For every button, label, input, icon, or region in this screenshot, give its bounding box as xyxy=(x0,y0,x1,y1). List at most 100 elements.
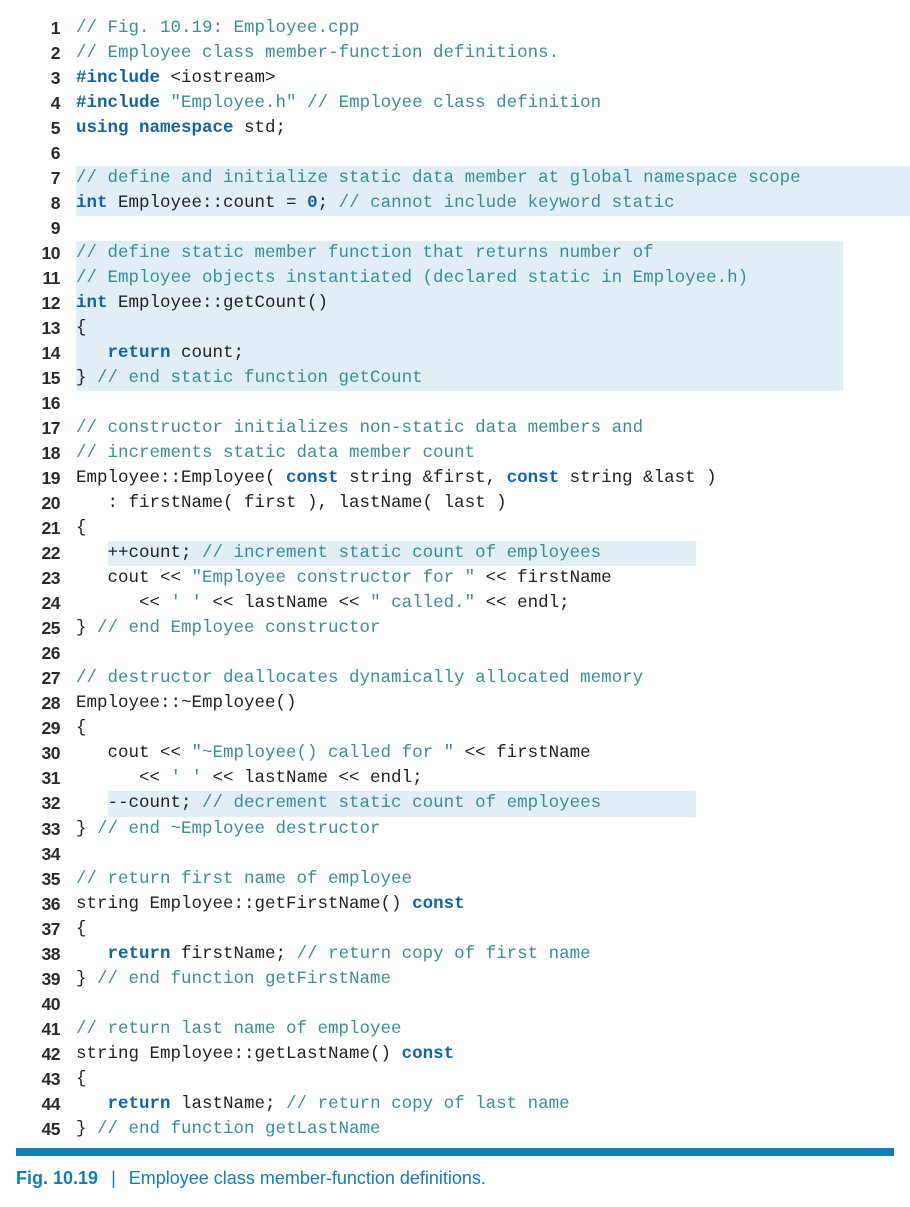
code-line: 6 xyxy=(16,141,894,166)
code-line: 4#include "Employee.h" // Employee class… xyxy=(16,91,894,116)
line-number: 5 xyxy=(16,116,76,141)
code-content: // destructor deallocates dynamically al… xyxy=(76,666,643,691)
code-content: #include <iostream> xyxy=(76,66,276,91)
code-line: 38 return firstName; // return copy of f… xyxy=(16,942,894,967)
code-line: 39} // end function getFirstName xyxy=(16,967,894,992)
line-number: 23 xyxy=(16,566,76,591)
code-listing: 1// Fig. 10.19: Employee.cpp2// Employee… xyxy=(16,16,894,1142)
code-content: return firstName; // return copy of firs… xyxy=(76,942,591,967)
line-number: 13 xyxy=(16,316,76,341)
line-number: 19 xyxy=(16,466,76,491)
code-content: { xyxy=(76,917,87,942)
line-number: 22 xyxy=(16,541,76,566)
code-content: { xyxy=(76,1067,87,1092)
line-number: 18 xyxy=(16,441,76,466)
code-line: 2// Employee class member-function defin… xyxy=(16,41,894,66)
code-line: 16 xyxy=(16,391,894,416)
code-line: 14 return count; xyxy=(16,341,894,366)
code-content: #include "Employee.h" // Employee class … xyxy=(76,91,601,116)
line-number: 26 xyxy=(16,641,76,666)
code-content: { xyxy=(76,716,87,741)
code-line: 5using namespace std; xyxy=(16,116,894,141)
code-content: << ' ' << lastName << endl; xyxy=(76,766,423,791)
line-number: 39 xyxy=(16,967,76,992)
code-content: } // end function getLastName xyxy=(76,1117,381,1142)
code-line: 31 << ' ' << lastName << endl; xyxy=(16,766,894,791)
code-content: } // end function getFirstName xyxy=(76,967,391,992)
code-content: --count; // decrement static count of em… xyxy=(76,791,696,816)
line-number: 16 xyxy=(16,391,76,416)
line-number: 28 xyxy=(16,691,76,716)
line-number: 15 xyxy=(16,366,76,391)
code-line: 33} // end ~Employee destructor xyxy=(16,817,894,842)
code-line: 34 xyxy=(16,842,894,867)
line-number: 1 xyxy=(16,16,76,41)
code-content: cout << "~Employee() called for " << fir… xyxy=(76,741,591,766)
caption-number: Fig. 10.19 xyxy=(16,1168,98,1188)
line-number: 32 xyxy=(16,791,76,816)
code-content: { xyxy=(76,316,843,341)
code-line: 24 << ' ' << lastName << " called." << e… xyxy=(16,591,894,616)
code-content: int Employee::getCount() xyxy=(76,291,843,316)
code-line: 18// increments static data member count xyxy=(16,441,894,466)
code-line: 7// define and initialize static data me… xyxy=(16,166,894,191)
line-number: 41 xyxy=(16,1017,76,1042)
code-line: 17// constructor initializes non-static … xyxy=(16,416,894,441)
line-number: 8 xyxy=(16,191,76,216)
line-number: 24 xyxy=(16,591,76,616)
code-line: 3#include <iostream> xyxy=(16,66,894,91)
line-number: 2 xyxy=(16,41,76,66)
code-line: 32 --count; // decrement static count of… xyxy=(16,791,894,816)
code-content: cout << "Employee constructor for " << f… xyxy=(76,566,612,591)
code-content: string Employee::getFirstName() const xyxy=(76,892,465,917)
code-line: 44 return lastName; // return copy of la… xyxy=(16,1092,894,1117)
line-number: 38 xyxy=(16,942,76,967)
code-line: 8int Employee::count = 0; // cannot incl… xyxy=(16,191,894,216)
code-content: << ' ' << lastName << " called." << endl… xyxy=(76,591,570,616)
line-number: 33 xyxy=(16,817,76,842)
code-line: 13{ xyxy=(16,316,894,341)
code-content: // define and initialize static data mem… xyxy=(76,166,910,191)
code-line: 26 xyxy=(16,641,894,666)
code-content: int Employee::count = 0; // cannot inclu… xyxy=(76,191,910,216)
code-content: ++count; // increment static count of em… xyxy=(76,541,696,566)
line-number: 35 xyxy=(16,867,76,892)
code-content: : firstName( first ), lastName( last ) xyxy=(76,491,507,516)
line-number: 40 xyxy=(16,992,76,1017)
code-content: // increments static data member count xyxy=(76,441,475,466)
code-content: Employee::Employee( const string &first,… xyxy=(76,466,717,491)
line-number: 17 xyxy=(16,416,76,441)
code-line: 25} // end Employee constructor xyxy=(16,616,894,641)
line-number: 4 xyxy=(16,91,76,116)
code-content: // define static member function that re… xyxy=(76,241,843,266)
code-line: 35// return first name of employee xyxy=(16,867,894,892)
code-content: // Employee class member-function defini… xyxy=(76,41,559,66)
code-line: 36string Employee::getFirstName() const xyxy=(16,892,894,917)
line-number: 34 xyxy=(16,842,76,867)
code-content: // return first name of employee xyxy=(76,867,412,892)
code-line: 15} // end static function getCount xyxy=(16,366,894,391)
line-number: 44 xyxy=(16,1092,76,1117)
code-line: 9 xyxy=(16,216,894,241)
code-line: 41// return last name of employee xyxy=(16,1017,894,1042)
caption-separator: | xyxy=(103,1168,124,1188)
code-content: return lastName; // return copy of last … xyxy=(76,1092,570,1117)
line-number: 42 xyxy=(16,1042,76,1067)
code-content: using namespace std; xyxy=(76,116,286,141)
code-content: // Fig. 10.19: Employee.cpp xyxy=(76,16,360,41)
code-content: } // end static function getCount xyxy=(76,366,843,391)
code-content: string Employee::getLastName() const xyxy=(76,1042,454,1067)
line-number: 11 xyxy=(16,266,76,291)
code-line: 10// define static member function that … xyxy=(16,241,894,266)
line-number: 45 xyxy=(16,1117,76,1142)
line-number: 6 xyxy=(16,141,76,166)
code-line: 30 cout << "~Employee() called for " << … xyxy=(16,741,894,766)
code-line: 28Employee::~Employee() xyxy=(16,691,894,716)
code-line: 43{ xyxy=(16,1067,894,1092)
line-number: 20 xyxy=(16,491,76,516)
code-line: 42string Employee::getLastName() const xyxy=(16,1042,894,1067)
line-number: 12 xyxy=(16,291,76,316)
code-content: } // end Employee constructor xyxy=(76,616,381,641)
line-number: 30 xyxy=(16,741,76,766)
code-content: } // end ~Employee destructor xyxy=(76,817,381,842)
